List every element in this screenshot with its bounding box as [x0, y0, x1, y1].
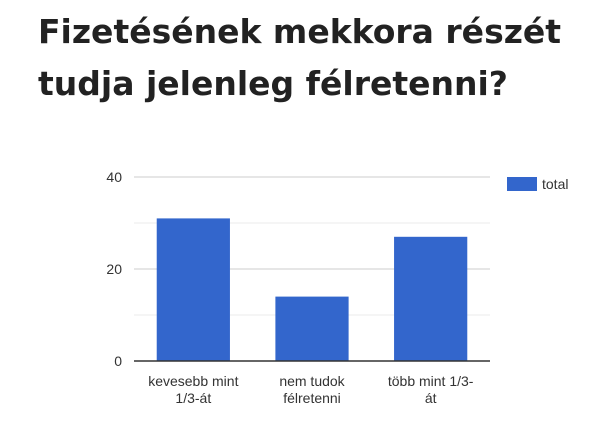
bar[interactable] [394, 236, 468, 361]
chart-title: Fizetésének mekkora részét tudja jelenle… [38, 12, 562, 103]
x-category-label: kevesebb mint 1/3-át [148, 373, 238, 406]
y-tick-label: 40 [106, 169, 122, 185]
legend-swatch [507, 177, 537, 191]
bars [156, 218, 468, 361]
category-labels: kevesebb mint 1/3-át nem tudok félretenni tö… [148, 373, 474, 406]
x-category-label: több mint 1/3-át [388, 373, 474, 406]
x-category-label: nem tudok félretenni [279, 373, 345, 406]
legend-label: total [542, 176, 568, 192]
y-tick-label: 20 [106, 261, 122, 277]
y-axis-ticks: 0 20 40 [106, 169, 122, 369]
y-tick-label: 0 [114, 353, 122, 369]
legend[interactable]: total [507, 176, 568, 192]
bar[interactable] [275, 296, 349, 361]
bar[interactable] [156, 218, 230, 361]
